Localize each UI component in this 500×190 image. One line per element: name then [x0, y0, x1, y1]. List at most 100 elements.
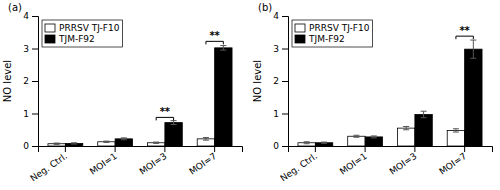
significance-label: ** — [160, 106, 171, 117]
bar — [48, 144, 65, 146]
legend-swatch — [295, 35, 305, 43]
error-bar — [304, 142, 310, 144]
error-bar-cap — [453, 132, 459, 133]
y-tick-mark — [32, 81, 38, 82]
chart-svg: 0 1 2 3 4 Neg. Ctrl. MOI=1 MOI=3 MOI=7 ** ** NO lev… — [0, 0, 500, 190]
x-tick-label: MOI=3 — [388, 151, 419, 177]
significance-bracket — [206, 41, 223, 44]
y-tick-label: 2 — [23, 76, 29, 86]
bar-series — [48, 138, 215, 146]
x-tick-mark — [464, 146, 465, 152]
plot-area — [298, 40, 482, 146]
significance-bracket — [156, 117, 173, 120]
x-tick-label: Neg. Ctrl. — [28, 151, 69, 184]
y-tick-mark — [32, 16, 38, 17]
error-bar-cap — [220, 45, 226, 46]
bar — [197, 139, 214, 146]
legend-frame — [42, 20, 122, 47]
error-bar — [371, 136, 377, 138]
error-bar-cap — [470, 58, 476, 59]
legend-swatch — [295, 24, 305, 32]
error-bar-cap — [304, 141, 310, 142]
bar — [65, 143, 82, 146]
y-tick-label: 3 — [273, 44, 279, 54]
x-tick: MOI=3 — [138, 146, 169, 177]
error-bar-cap — [103, 142, 109, 143]
x-tick-mark — [65, 146, 66, 152]
x-tick-label: Neg. Ctrl. — [278, 151, 319, 184]
error-bar — [171, 121, 177, 125]
y-axis-title: NO level — [2, 60, 13, 102]
error-bar — [121, 138, 127, 140]
y-axis-title: NO level — [252, 60, 263, 102]
y-tick-label: 0 — [273, 141, 279, 151]
x-axis: Neg. Ctrl.MOI=1MOI=3MOI=7 — [278, 146, 492, 183]
bar — [165, 123, 182, 146]
error-bar — [470, 40, 476, 58]
y-tick: 4 — [273, 11, 288, 21]
y-tick-label: 1 — [273, 109, 279, 119]
y-axis: 0 1 2 3 4 — [273, 11, 288, 151]
bar — [215, 48, 232, 146]
y-axis-line — [32, 17, 39, 147]
y-tick: 1 — [273, 109, 288, 119]
y-tick-label: 2 — [273, 76, 279, 86]
error-bar-cap — [220, 50, 226, 51]
legend-swatch — [45, 24, 55, 32]
y-tick: 0 — [23, 141, 38, 151]
y-tick-mark — [282, 81, 288, 82]
error-bar-cap — [153, 142, 159, 143]
significance-label: ** — [209, 30, 220, 41]
y-tick: 2 — [273, 76, 288, 86]
legend-label: PRRSV TJ-F10 — [309, 23, 370, 33]
x-tick-label: MOI=3 — [138, 151, 169, 177]
y-tick-mark — [32, 146, 38, 147]
error-bar-cap — [171, 124, 177, 125]
bar-series — [65, 46, 232, 146]
y-axis: 01234 — [23, 11, 38, 151]
error-bar — [153, 142, 159, 143]
error-bar-cap — [153, 143, 159, 144]
bar — [147, 143, 164, 146]
legend: PRRSV TJ-F10TJM-F92 — [42, 20, 122, 47]
y-tick: 4 — [23, 11, 38, 21]
error-bar-cap — [421, 117, 427, 118]
x-tick-mark — [315, 146, 316, 152]
legend: PRRSV TJ-F10TJM-F92 — [292, 20, 372, 47]
bar — [365, 137, 382, 146]
panel: 01234Neg. Ctrl.MOI=1MOI=3MOI=7****NO lev… — [2, 2, 243, 183]
bar-series — [298, 127, 465, 147]
x-tick-label: MOI=1 — [338, 151, 369, 177]
y-tick-label: 4 — [23, 11, 29, 21]
y-tick-mark — [282, 16, 288, 17]
error-bar-line — [173, 121, 174, 125]
error-bar — [54, 143, 60, 144]
y-tick: 0 — [273, 141, 288, 151]
chart-container: 0 1 2 3 4 Neg. Ctrl. MOI=1 MOI=3 MOI=7 ** ** NO lev… — [0, 0, 500, 190]
bar — [348, 136, 365, 146]
significance-bracket — [456, 36, 473, 39]
y-tick-mark — [282, 114, 288, 115]
error-bar-cap — [321, 143, 327, 144]
error-bar-cap — [54, 144, 60, 145]
error-bar-cap — [403, 126, 409, 127]
error-bar-line — [473, 40, 474, 58]
bar — [397, 128, 414, 146]
significance-label: ** — [459, 25, 470, 36]
bar — [415, 114, 432, 146]
panel-title: (b) — [258, 2, 272, 13]
x-tick: MOI=7 — [187, 146, 218, 177]
error-bar-cap — [71, 142, 77, 143]
error-bar-line — [423, 111, 424, 118]
x-tick-mark — [214, 146, 215, 152]
bar — [115, 139, 132, 146]
y-tick-mark — [32, 114, 38, 115]
panel: 01234Neg. Ctrl.MOI=1MOI=3MOI=7**NO level… — [252, 2, 493, 183]
x-tick-label: MOI=1 — [88, 151, 119, 177]
y-tick-mark — [282, 49, 288, 50]
error-bar — [321, 142, 327, 143]
y-tick: 1 — [23, 109, 38, 119]
bar — [298, 143, 315, 146]
error-bar-cap — [403, 129, 409, 130]
x-tick: MOI=1 — [338, 146, 369, 177]
